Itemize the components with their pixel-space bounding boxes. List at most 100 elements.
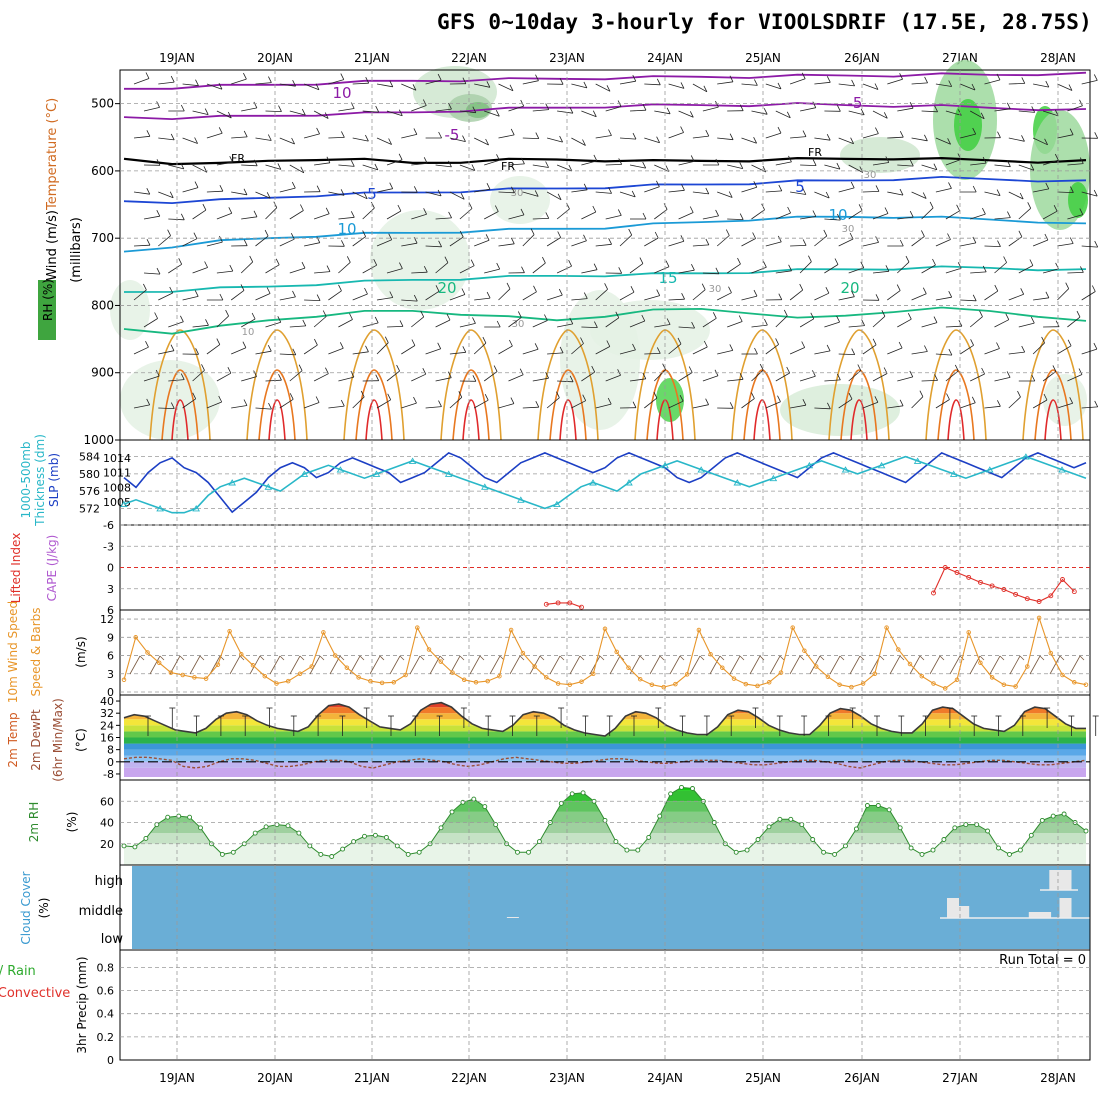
wind-speed-marker (145, 650, 150, 655)
wind-barb-flag (496, 262, 501, 270)
wind-barb-flag (219, 235, 223, 243)
wind-barb-flag (154, 312, 158, 319)
wind-barb-flag (180, 213, 185, 220)
rh-marker (1028, 832, 1034, 838)
rh-marker (515, 849, 520, 855)
wind-barb (935, 296, 952, 301)
wind-barb (1008, 83, 1025, 85)
wind-speed-marker (532, 664, 537, 669)
isotherm-25-plume (1022, 329, 1084, 441)
wind-barb-flag (1017, 390, 1021, 398)
wind-barb-flag (788, 155, 792, 163)
surface-wind-barb-flag (199, 655, 205, 661)
wind-barb (216, 212, 232, 220)
wind-barb-flag (898, 341, 903, 349)
wind-barb-flag (665, 260, 670, 267)
wind-speed-marker (1036, 615, 1042, 621)
rh-marker (679, 784, 684, 790)
wind-barb (897, 107, 914, 112)
wind-barb-flag (826, 344, 831, 352)
wind-speed-marker (743, 681, 749, 687)
surface-wind-barb-flag (159, 655, 165, 661)
wind-speed-marker (849, 684, 854, 690)
wind-barb-flag (373, 259, 378, 266)
wind-barb-flag (1044, 138, 1048, 145)
wind-speed-marker (802, 648, 807, 653)
day-label-top: 26JAN (844, 51, 880, 65)
wind-speed-marker (497, 673, 502, 679)
li-marker (977, 579, 983, 585)
wind-barb-flag (801, 72, 806, 79)
surface-wind-barb (729, 655, 741, 675)
wind-barb-flag (145, 72, 150, 79)
wind-barb-flag (509, 84, 514, 91)
wind-barb (133, 346, 149, 355)
wind-barb-flag (156, 159, 161, 166)
wind-barb-flag (753, 289, 758, 297)
wind-barb-flag (486, 81, 491, 88)
temp-tick-label: -8 (103, 768, 114, 781)
rh-marker (690, 786, 695, 791)
wind-barb (352, 293, 368, 301)
wind-barb (629, 263, 644, 274)
day-label-top: 21JAN (354, 51, 390, 65)
wind-barb (581, 211, 596, 220)
wind-barb (751, 209, 765, 220)
wind-barb (702, 375, 719, 382)
wind-barb (532, 377, 549, 382)
wind-speed-marker (1083, 682, 1089, 687)
wind-barb-flag (899, 399, 904, 406)
wind-barb-flag (934, 105, 938, 112)
surface-wind-barb-flag (379, 655, 385, 661)
wind-barb (935, 353, 952, 356)
wind-barb-flag (569, 107, 574, 114)
wind-speed-marker (403, 672, 408, 678)
wind-barb-flag (315, 396, 320, 403)
day-label-top: 25JAN (745, 51, 781, 65)
wind-barb-flag (1091, 285, 1096, 292)
wind-barb-flag (399, 262, 403, 269)
isotherm-35-plume (171, 399, 189, 441)
wind-barb-flag (167, 229, 171, 236)
wind-barb-flag (180, 315, 184, 322)
wind-barb (401, 134, 417, 139)
run-total-label: Run Total = 0 (999, 953, 1086, 968)
day-label-bottom: 22JAN (451, 1071, 487, 1085)
wind-barb (143, 107, 160, 112)
wind-speed-marker (168, 670, 174, 675)
wind-barb-flag (982, 207, 986, 215)
wind-barb (824, 218, 841, 221)
wind-barb (484, 110, 500, 117)
wind-barb (133, 244, 151, 247)
wind-barb (970, 213, 986, 220)
wind-barb (595, 289, 608, 301)
surface-wind-barb-flag (659, 655, 665, 661)
wind-barb (800, 164, 817, 166)
wind-barb (376, 239, 392, 247)
wind-barb (473, 342, 487, 355)
wind-barb-flag (615, 311, 620, 318)
isotherm-label: 30 (864, 170, 877, 181)
wind-barb (192, 370, 205, 382)
surface-wind-barb-flag (919, 655, 925, 661)
thickness-marker (625, 479, 633, 486)
wind-barb-flag (1045, 182, 1050, 190)
wind-barb (595, 403, 612, 409)
thickness-marker (120, 500, 128, 508)
li-tick-label: 0 (107, 562, 114, 575)
rh-marker (449, 809, 455, 815)
wind-barb (571, 240, 587, 247)
wind-barb (168, 379, 185, 382)
temp-tick-label: 40 (100, 695, 114, 708)
wind-barb (158, 292, 173, 301)
wind-barb-flag (875, 185, 880, 192)
cloud-bar (1028, 912, 1041, 918)
wind-barb (848, 267, 864, 274)
surface-wind-barb-flag (939, 655, 945, 661)
wind-barb (970, 271, 987, 274)
wind-barb-flag (860, 261, 865, 268)
day-label-bottom: 19JAN (159, 1071, 195, 1085)
wind-barb-flag (703, 85, 708, 92)
thickness-marker (949, 470, 958, 477)
